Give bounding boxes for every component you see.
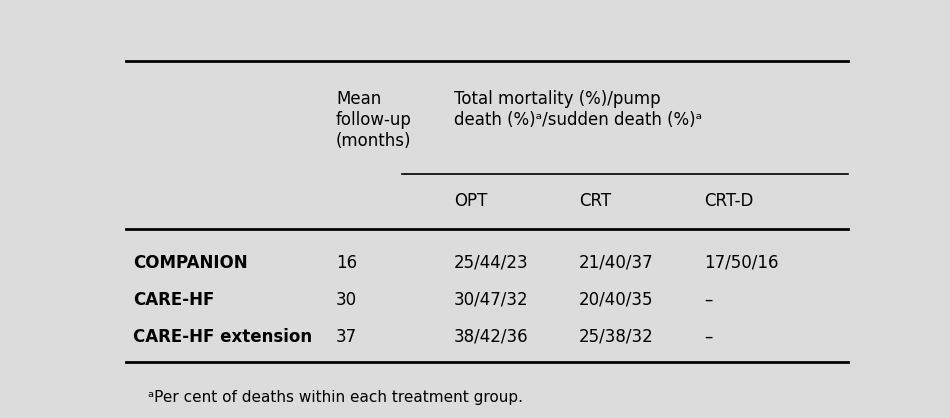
Text: 17/50/16: 17/50/16 [704, 254, 779, 272]
Text: CRT-D: CRT-D [704, 192, 753, 210]
Text: OPT: OPT [454, 192, 487, 210]
Text: 37: 37 [336, 328, 357, 346]
Text: COMPANION: COMPANION [133, 254, 248, 272]
Text: 30/47/32: 30/47/32 [454, 291, 528, 308]
Text: –: – [704, 291, 712, 308]
Text: 30: 30 [336, 291, 357, 308]
Text: CARE-HF: CARE-HF [133, 291, 215, 308]
Text: 16: 16 [336, 254, 357, 272]
Text: Mean
follow-up
(months): Mean follow-up (months) [336, 90, 411, 150]
Text: CARE-HF extension: CARE-HF extension [133, 328, 313, 346]
Text: Total mortality (%)/pump
death (%)ᵃ/sudden death (%)ᵃ: Total mortality (%)/pump death (%)ᵃ/sudd… [454, 90, 702, 129]
Text: 25/44/23: 25/44/23 [454, 254, 528, 272]
Text: CRT: CRT [579, 192, 611, 210]
Text: –: – [704, 328, 712, 346]
Text: 38/42/36: 38/42/36 [454, 328, 528, 346]
Text: ᵃPer cent of deaths within each treatment group.: ᵃPer cent of deaths within each treatmen… [148, 390, 523, 405]
Text: 20/40/35: 20/40/35 [579, 291, 654, 308]
Text: 21/40/37: 21/40/37 [579, 254, 654, 272]
Text: 25/38/32: 25/38/32 [579, 328, 654, 346]
